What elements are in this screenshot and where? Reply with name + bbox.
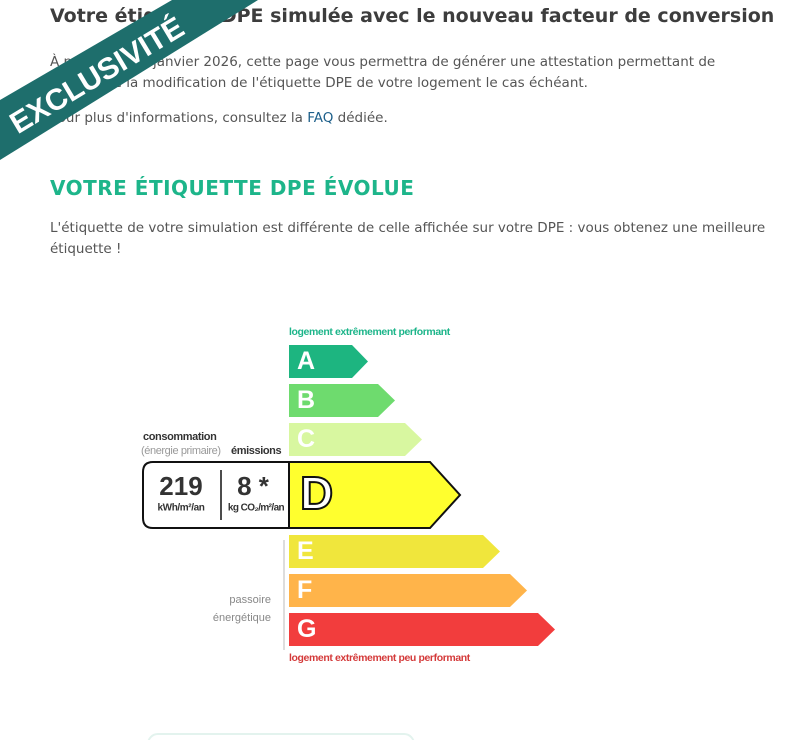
next-card <box>147 733 415 740</box>
class-bar <box>289 345 368 378</box>
class-letter: B <box>297 386 315 414</box>
faq-link[interactable]: FAQ <box>307 110 334 126</box>
class-bar <box>289 423 422 456</box>
class-bar <box>288 461 462 529</box>
class-letter: D <box>300 467 333 519</box>
section-heading: VOTRE ÉTIQUETTE DPE ÉVOLUE <box>50 176 415 200</box>
consumption-value: 219 <box>159 471 202 501</box>
class-bar <box>289 574 527 607</box>
intro-paragraph: À partir du 1er janvier 2026, cette page… <box>50 54 716 91</box>
badge-ribbon <box>0 0 258 160</box>
top-label: logement extrêmement performant <box>289 326 451 338</box>
class-letter: F <box>297 576 312 604</box>
class-bar <box>289 613 555 646</box>
class-letter: C <box>297 425 315 453</box>
consumption-label: consommation <box>143 431 217 443</box>
emissions-value: 8 * <box>237 471 270 501</box>
class-letter: G <box>297 615 316 643</box>
emissions-label: émissions <box>231 445 281 457</box>
passoire-label: passoire <box>229 594 271 606</box>
passoire-label: énergétique <box>213 612 271 624</box>
value-box <box>142 461 289 529</box>
consumption-sublabel: (énergie primaire) <box>141 445 221 457</box>
section-paragraph: L'étiquette de votre simulation est diff… <box>50 220 766 257</box>
class-letter: E <box>297 537 314 565</box>
info-paragraph: Pour plus d'informations, consultez la F… <box>50 108 388 129</box>
consumption-unit: kWh/m²/an <box>158 503 205 514</box>
info-suffix: dédiée. <box>333 110 388 126</box>
class-bar <box>289 384 395 417</box>
emissions-unit: kg CO₂/m²/an <box>228 503 285 514</box>
class-bar <box>289 535 500 568</box>
class-letter: A <box>297 347 315 375</box>
bottom-label: logement extrêmement peu performant <box>289 652 471 664</box>
badge-text: EXCLUSIVITÉ <box>4 10 190 140</box>
info-prefix: Pour plus d'informations, consultez la <box>50 110 308 126</box>
